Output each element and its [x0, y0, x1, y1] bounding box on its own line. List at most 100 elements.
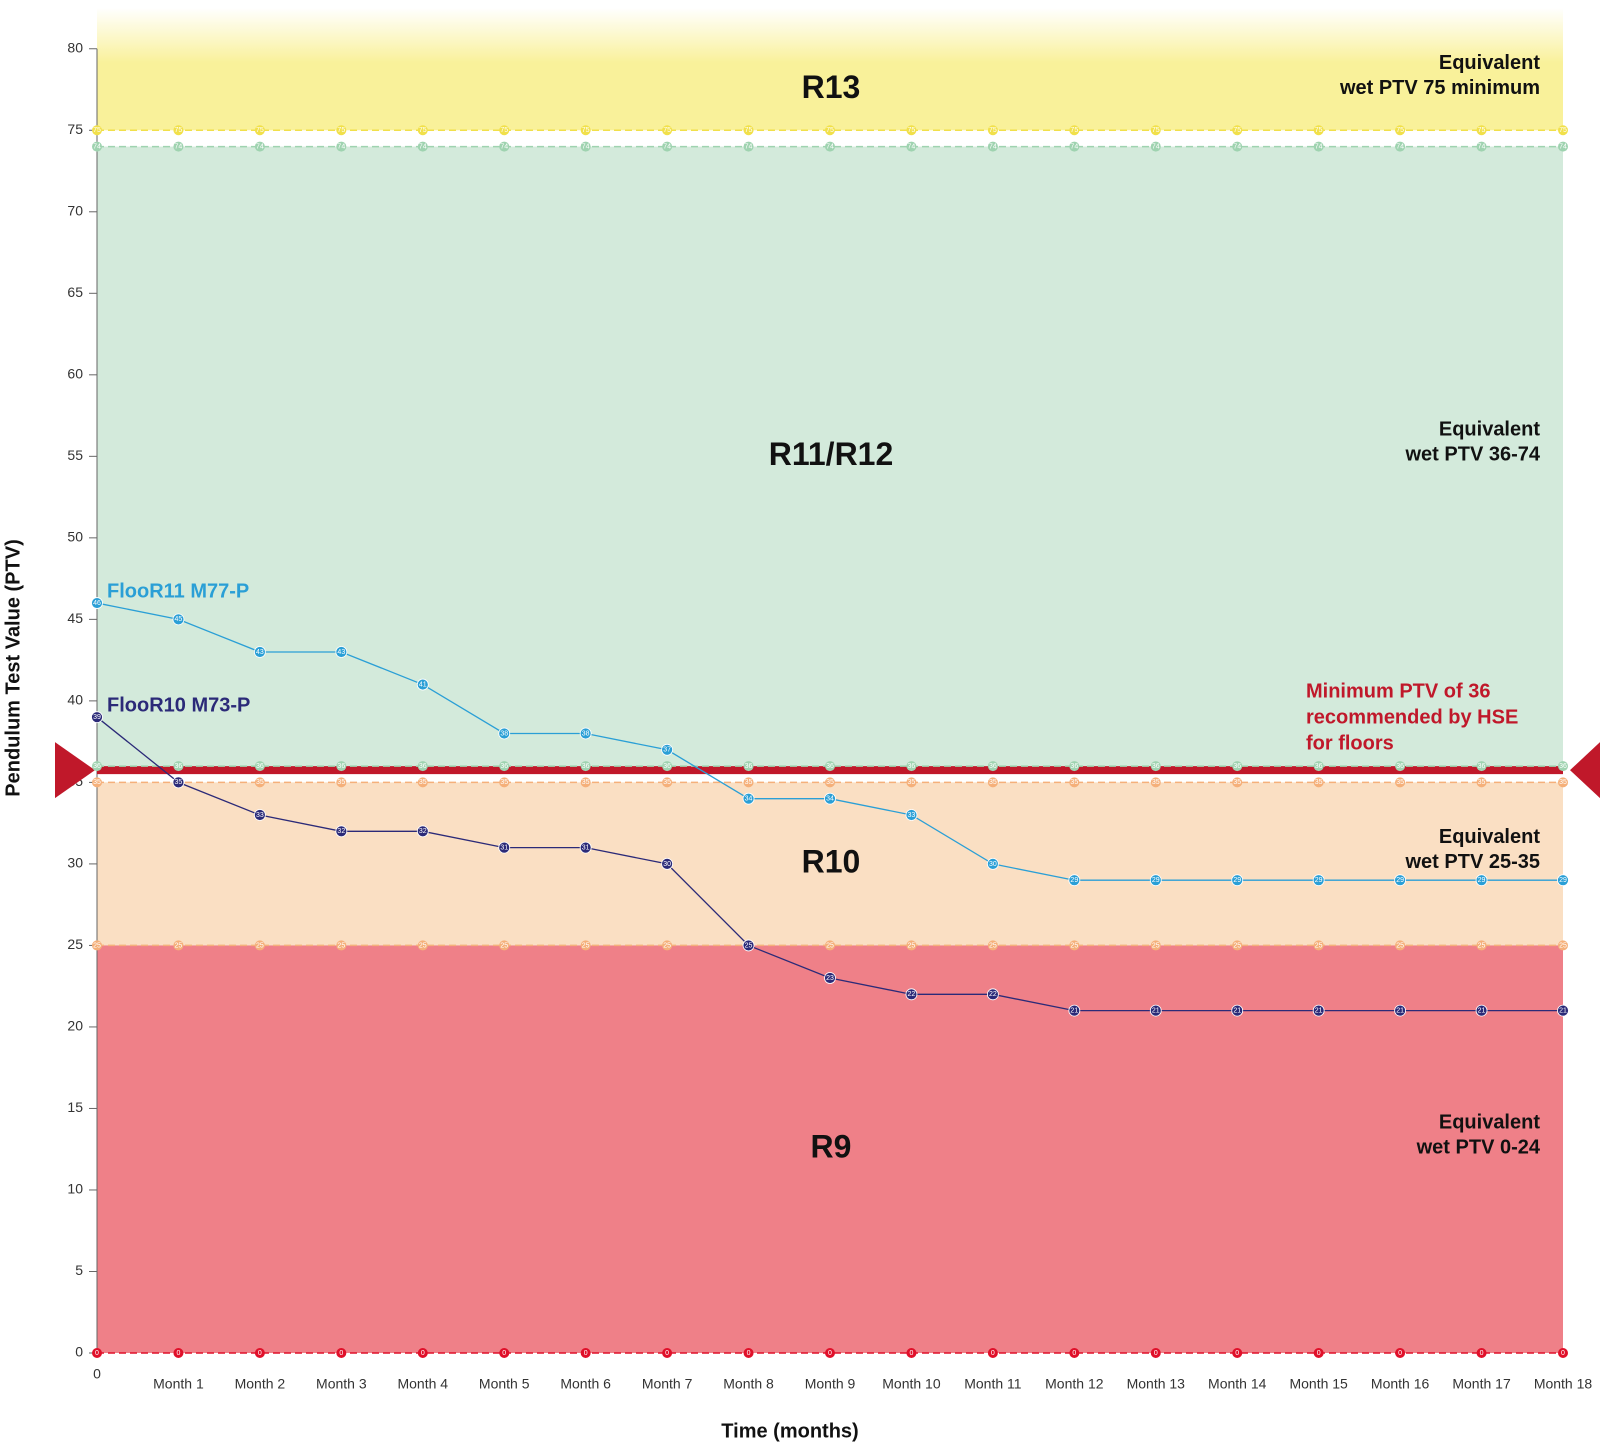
reference-marker	[1150, 141, 1161, 152]
reference-marker-label: 74	[175, 143, 183, 150]
reference-marker	[1150, 940, 1161, 951]
data-label: 34	[745, 796, 753, 803]
data-label: 21	[1396, 1007, 1404, 1014]
x-tick-label: Month 9	[805, 1376, 856, 1392]
reference-marker	[254, 141, 265, 152]
x-tick-label: Month 14	[1208, 1376, 1267, 1392]
data-point	[91, 597, 103, 609]
data-point	[742, 792, 755, 805]
data-label: 21	[1233, 1007, 1241, 1014]
hse-label: for floors	[1306, 732, 1394, 754]
x-tick-label: Month 16	[1371, 1376, 1430, 1392]
reference-marker-label: 0	[665, 1350, 669, 1357]
reference-marker-label: 35	[337, 779, 345, 786]
reference-marker-label: 25	[1152, 942, 1160, 949]
data-point	[253, 646, 266, 658]
data-label: 39	[93, 714, 101, 721]
reference-marker-label: 75	[1070, 127, 1078, 134]
reference-marker-label: 25	[93, 942, 101, 949]
reference-marker-label: 75	[337, 127, 345, 134]
reference-marker	[906, 940, 917, 951]
data-point	[1231, 874, 1244, 887]
data-label: 38	[500, 730, 508, 737]
reference-marker	[1313, 125, 1324, 136]
y-tick-label: 65	[67, 284, 83, 300]
data-point	[1231, 1004, 1244, 1017]
hse-marker	[1570, 742, 1600, 799]
reference-marker	[662, 940, 673, 951]
data-point	[986, 858, 999, 870]
reference-marker-label: 36	[256, 763, 264, 770]
data-point	[1068, 874, 1081, 887]
series-name: FlooR10 M73-P	[107, 694, 250, 716]
y-tick-label: 45	[67, 610, 83, 626]
data-point	[498, 727, 511, 740]
reference-marker-label: 74	[1233, 143, 1241, 150]
data-point	[1475, 874, 1488, 887]
reference-marker-label: 25	[1396, 942, 1404, 949]
reference-marker	[1232, 125, 1243, 136]
reference-marker-label: 0	[339, 1350, 343, 1357]
data-point	[742, 939, 755, 952]
reference-marker	[580, 940, 591, 951]
reference-marker-label: 0	[1072, 1350, 1076, 1357]
reference-marker-label: 25	[1559, 942, 1567, 949]
reference-marker-label: 75	[663, 127, 671, 134]
reference-marker	[580, 125, 591, 136]
reference-marker-label: 36	[1396, 763, 1404, 770]
data-label: 29	[1559, 877, 1567, 884]
reference-marker	[173, 125, 184, 136]
data-point	[1068, 1004, 1081, 1017]
reference-marker	[1558, 1348, 1568, 1358]
reference-marker-label: 0	[176, 1350, 180, 1357]
data-label: 21	[1070, 1007, 1078, 1014]
y-tick-label: 25	[67, 936, 83, 952]
reference-marker-label: 75	[745, 127, 753, 134]
data-point	[172, 613, 185, 626]
x-tick-label: Month 3	[316, 1376, 367, 1392]
reference-marker-label: 35	[419, 779, 427, 786]
reference-marker-label: 36	[1559, 763, 1567, 770]
band-name: R9	[811, 1129, 852, 1165]
reference-marker	[336, 761, 347, 772]
reference-marker	[417, 125, 428, 136]
reference-marker	[499, 777, 510, 788]
reference-marker-label: 35	[1233, 779, 1241, 786]
band-name: R10	[802, 843, 861, 879]
data-point	[986, 988, 999, 1001]
data-point	[905, 809, 918, 821]
reference-marker-label: 36	[500, 763, 508, 770]
reference-marker	[417, 940, 428, 951]
reference-marker-label: 74	[337, 143, 345, 150]
reference-marker	[254, 761, 265, 772]
reference-marker	[254, 940, 265, 951]
band-name: R13	[802, 69, 861, 105]
reference-marker	[580, 761, 591, 772]
x-tick-label: Month 17	[1452, 1376, 1511, 1392]
reference-marker-label: 74	[500, 143, 508, 150]
reference-marker	[254, 125, 265, 136]
reference-marker	[580, 777, 591, 788]
reference-marker	[1558, 141, 1568, 152]
data-point	[579, 727, 592, 740]
reference-marker	[825, 1348, 835, 1358]
reference-marker	[906, 141, 917, 152]
band-note: Equivalent	[1439, 826, 1540, 848]
reference-marker	[92, 940, 102, 951]
reference-marker	[336, 940, 347, 951]
series-name: FlooR11 M77-P	[107, 580, 249, 602]
data-point	[91, 711, 103, 724]
reference-marker	[987, 125, 998, 136]
reference-marker	[662, 777, 673, 788]
reference-marker	[173, 761, 184, 772]
reference-marker	[580, 1348, 591, 1358]
data-label: 34	[826, 796, 834, 803]
reference-marker-label: 36	[908, 763, 916, 770]
data-label: 21	[1478, 1007, 1486, 1014]
x-tick-label: Month 4	[397, 1376, 448, 1392]
reference-marker	[336, 777, 347, 788]
reference-marker-label: 74	[1559, 143, 1567, 150]
reference-marker-label: 75	[419, 127, 427, 134]
reference-marker-label: 74	[745, 143, 753, 150]
reference-marker-label: 35	[908, 779, 916, 786]
